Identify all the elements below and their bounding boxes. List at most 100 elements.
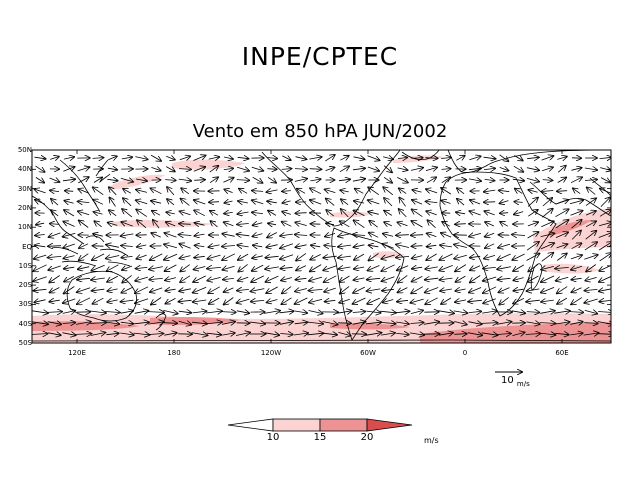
wind-vector-arrow	[180, 211, 191, 214]
wind-vector-arrow	[252, 200, 264, 204]
wind-vector-arrow	[282, 156, 290, 160]
wind-vector-arrow	[338, 256, 352, 258]
wind-vector-arrow	[238, 253, 249, 260]
wind-vector-arrow	[65, 191, 74, 192]
wind-vector-arrow	[569, 200, 583, 204]
wind-vector-arrow	[585, 211, 596, 215]
coastline-maritime-continent	[51, 235, 131, 267]
wind-vector-arrow	[281, 267, 293, 268]
wind-vector-arrow	[308, 311, 323, 314]
wind-vector-arrow	[584, 323, 597, 324]
wind-vector-arrow	[224, 288, 234, 292]
wind-vector-arrow	[470, 256, 481, 257]
wind-vector-arrow	[456, 275, 466, 282]
wind-vector-arrow	[152, 211, 161, 215]
wind-vector-arrow	[455, 300, 467, 302]
wind-vector-arrow	[499, 297, 509, 304]
wind-vector-arrow	[109, 187, 117, 196]
wind-vector-arrow	[77, 297, 91, 304]
wind-vector-arrow	[455, 289, 466, 291]
wind-vector-arrow	[339, 299, 350, 303]
wind-vector-arrow	[194, 256, 205, 257]
wind-vector-arrow	[455, 264, 467, 272]
wind-vector-arrow	[120, 322, 133, 324]
wind-vector-arrow	[63, 298, 76, 303]
wind-vector-arrow	[384, 198, 393, 207]
wind-vector-arrow	[397, 158, 407, 159]
wind-vector-arrow	[485, 233, 495, 236]
colorbar-label-10: 10	[266, 432, 280, 443]
wind-vector-arrow	[599, 253, 611, 262]
wind-vector-arrow	[383, 187, 394, 196]
wind-vector-arrow	[181, 188, 190, 195]
wind-vector-arrow	[397, 168, 408, 170]
wind-vector-arrow	[352, 179, 365, 181]
wind-vector-arrow	[600, 177, 610, 183]
wind-vector-arrow	[48, 333, 60, 335]
wind-vector-arrow	[500, 213, 509, 214]
wind-vector-arrow	[135, 157, 147, 160]
wind-vector-arrow	[224, 157, 233, 159]
wind-vector-arrow	[295, 235, 308, 236]
wind-vector-arrow	[525, 334, 541, 335]
wind-vector-arrow	[164, 244, 178, 247]
wind-vector-arrow	[151, 188, 162, 195]
lon-label-60w: 60W	[360, 349, 376, 357]
wind-vector-arrow	[75, 334, 92, 335]
lon-label-0: 0	[462, 349, 468, 357]
wind-vector-arrow	[440, 253, 453, 260]
wind-vector-arrow	[282, 286, 292, 294]
wind-vector-arrow	[425, 267, 438, 269]
wind-vector-arrow	[280, 234, 293, 236]
wind-vector-arrow	[149, 278, 163, 279]
wind-vector-arrow	[528, 275, 539, 282]
wind-vector-arrow	[307, 322, 323, 324]
wind-vector-arrow	[206, 333, 221, 335]
wind-vector-arrow	[236, 311, 249, 313]
wind-vector-arrow	[583, 333, 599, 335]
wind-vector-arrow	[541, 156, 554, 161]
wind-vector-arrow	[120, 311, 133, 313]
wind-vector-arrow	[282, 191, 291, 192]
wind-vector-arrow	[267, 232, 277, 238]
wind-vector-arrow	[293, 333, 308, 335]
wind-vector-arrow	[252, 191, 264, 192]
wind-vector-arrow	[32, 311, 48, 313]
wind-vector-arrow	[340, 156, 348, 160]
wind-vector-arrow	[295, 213, 307, 214]
wind-vector-arrow	[326, 223, 335, 224]
wind-vector-arrow	[354, 253, 365, 260]
wind-vector-arrow	[366, 311, 380, 313]
wind-vector-arrow	[123, 198, 132, 207]
wind-vector-arrow	[122, 209, 133, 218]
wind-vector-arrow	[179, 289, 191, 291]
wind-vector-arrow	[481, 323, 498, 324]
wind-vector-arrow	[454, 322, 466, 325]
wind-vector-arrow	[439, 265, 453, 270]
wind-vector-arrow	[411, 235, 424, 236]
wind-vector-arrow	[93, 297, 104, 304]
colorbar	[227, 418, 413, 432]
wind-vector-arrow	[425, 287, 439, 293]
wind-vector-arrow	[412, 276, 423, 281]
wind-vector-arrow	[398, 287, 408, 293]
wind-vector-arrow	[79, 244, 89, 248]
wind-vector-arrow	[397, 265, 409, 271]
wind-vector-arrow	[557, 157, 566, 160]
wind-vector-arrow	[497, 334, 511, 335]
wind-vector-arrow	[280, 334, 292, 335]
lat-label-20s: 20S	[18, 281, 32, 289]
wind-vector-arrow	[499, 287, 510, 293]
wind-vector-arrow	[325, 300, 336, 301]
wind-vector-arrow	[368, 212, 379, 215]
wind-vector-arrow	[324, 288, 336, 292]
wind-vector-arrow	[325, 233, 336, 236]
wind-vector-arrow	[453, 311, 468, 313]
wind-vector-arrow	[78, 201, 90, 202]
wind-vector-arrow	[600, 197, 610, 207]
lat-label-40s: 40S	[18, 320, 32, 328]
wind-vector-arrow	[512, 253, 525, 260]
wind-vector-arrow	[410, 310, 423, 313]
wind-vector-arrow	[423, 322, 439, 325]
wind-vector-arrow	[251, 275, 264, 282]
